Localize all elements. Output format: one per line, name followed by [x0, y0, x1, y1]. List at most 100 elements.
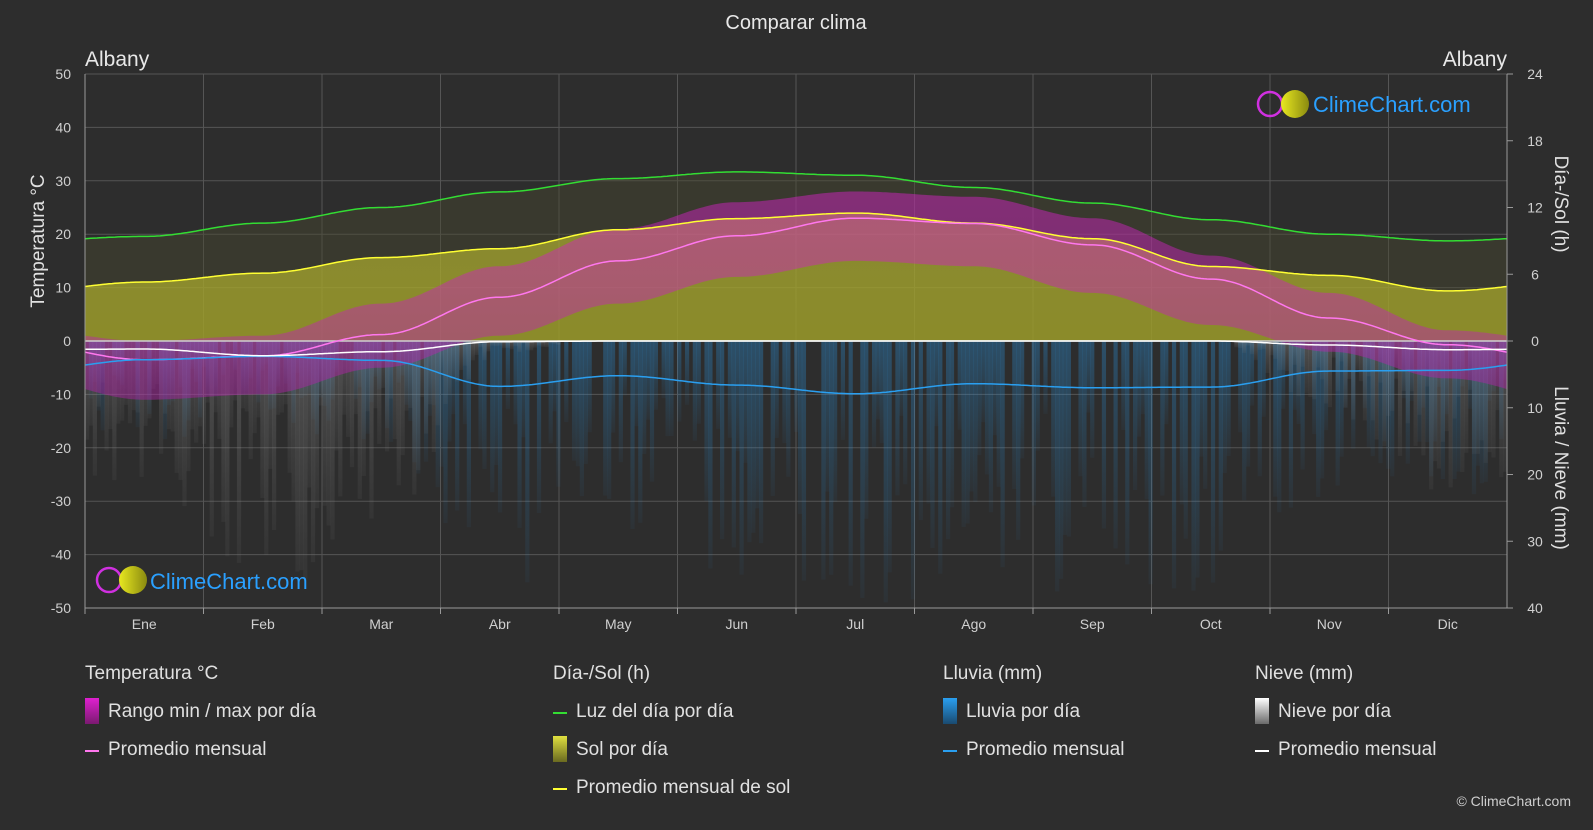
snow-day-bar	[1300, 341, 1305, 367]
snow-day-bar	[1374, 341, 1379, 440]
snow-day-bar	[1308, 341, 1313, 397]
copyright[interactable]: © ClimeChart.com	[1456, 793, 1571, 809]
y-right-bottom-tick-label: 40	[1527, 600, 1543, 616]
rain-day-bar	[1082, 341, 1087, 507]
rain-day-bar	[782, 341, 787, 444]
rain-day-bar	[1051, 341, 1056, 497]
daylight-swatch	[553, 712, 567, 714]
snow-day-bar	[384, 341, 390, 452]
snow-day-bar	[482, 341, 487, 361]
snow-day-bar	[314, 341, 320, 509]
snow-day-bar	[322, 341, 327, 506]
rain-day-bar	[564, 341, 569, 423]
y-right-top-tick-label: 6	[1531, 266, 1539, 282]
rain-day-bar	[1222, 341, 1227, 474]
rain-day-bar	[1273, 341, 1278, 497]
rain-day-bar	[720, 341, 725, 540]
brand-logo-top[interactable]: ClimeChart.com	[1256, 90, 1471, 118]
rain-day-bar	[840, 341, 845, 440]
legend-item-snow-avg: Promedio mensual	[1255, 736, 1436, 774]
rain-day-bar	[661, 341, 666, 399]
snow-day-bar	[1284, 341, 1290, 372]
logo-sun-icon	[119, 566, 147, 594]
rain-day-bar	[961, 341, 966, 527]
y-left-tick-label: -30	[51, 493, 71, 509]
snow-day-bar	[1269, 341, 1274, 356]
rain-day-bar	[1257, 341, 1262, 477]
snow-day-bar	[1358, 341, 1364, 382]
temperature-range-band	[85, 191, 1507, 400]
rain-day-bar	[579, 341, 584, 497]
rain-day-bar	[1425, 341, 1430, 443]
snow-day-bar	[291, 341, 296, 502]
snow-day-bar	[1257, 341, 1262, 351]
rain-day-bar	[1366, 341, 1371, 448]
rain-day-bar	[1199, 341, 1204, 457]
legend-title-temperature: Temperatura °C	[85, 663, 219, 684]
snow-day-bar	[1487, 341, 1492, 453]
legend-item-snow: Nieve por día	[1255, 698, 1436, 736]
snow-avg-swatch	[1255, 750, 1269, 752]
legend-label: Promedio mensual	[1278, 739, 1437, 760]
rain-day-bar	[1055, 341, 1060, 592]
snow-day-bar	[1460, 341, 1465, 473]
snow-day-bar	[1323, 341, 1329, 404]
snow-day-bar	[494, 341, 499, 347]
snow-day-bar	[357, 341, 362, 499]
legend-label: Luz del día por día	[576, 701, 734, 722]
rain-day-bar	[829, 341, 834, 575]
temp-avg-line	[84, 217, 1508, 361]
rain-day-bar	[536, 341, 542, 514]
legend-label: Promedio mensual	[966, 739, 1125, 760]
rain-day-bar	[642, 341, 647, 454]
snow-day-bar	[1316, 341, 1321, 368]
snow-day-bar	[225, 341, 230, 557]
snow-day-bar	[423, 341, 429, 434]
brand-logo-bottom[interactable]: ClimeChart.com	[95, 566, 308, 594]
rain-day-bar	[1288, 341, 1294, 508]
snow-day-bar	[1277, 341, 1282, 371]
snow-day-bar	[490, 341, 495, 346]
rain-day-bar	[556, 341, 561, 487]
snow-day-bar	[1335, 341, 1340, 392]
rain-day-bar	[1378, 341, 1383, 464]
snow-day-bar	[1304, 341, 1309, 393]
snow-day-bar	[268, 341, 273, 469]
rain-day-bar	[692, 341, 697, 441]
snow-day-bar	[478, 341, 483, 348]
rain-day-bar	[957, 341, 962, 430]
y-left-tick-label: 30	[55, 173, 71, 189]
legend-label: Sol por día	[576, 739, 668, 760]
rain-day-bar	[801, 341, 807, 581]
rain-day-bar	[1292, 341, 1297, 410]
snow-day-bar	[264, 341, 269, 556]
rain-day-bar	[977, 341, 982, 456]
rain-day-bar	[1132, 341, 1138, 491]
snow-day-bar	[486, 341, 491, 352]
y-right-bottom-tick-label: 30	[1527, 533, 1543, 549]
rain-day-bar	[938, 341, 943, 574]
snow-day-bar	[1355, 341, 1360, 370]
rain-day-bar	[731, 341, 736, 548]
legend-sun: Día-/Sol (h) Luz del día por día Sol por…	[553, 660, 790, 812]
legend-item-temp-range: Rango min / max por día	[85, 698, 316, 736]
rain-day-bar	[649, 341, 655, 482]
rain-day-bar	[439, 341, 444, 467]
snow-day-bar	[1319, 341, 1325, 380]
snow-day-bar	[295, 341, 300, 572]
rain-day-bar	[871, 341, 877, 448]
snow-day-bar	[1464, 341, 1469, 453]
rain-day-bar	[794, 341, 799, 432]
legend-label: Rango min / max por día	[108, 701, 317, 722]
snow-day-bar	[1503, 341, 1508, 472]
rain-day-bar	[552, 341, 557, 412]
rain-day-bar	[786, 341, 791, 477]
y-left-tick-label: 50	[55, 66, 71, 82]
rain-day-bar	[646, 341, 651, 420]
legend-temperature: Temperatura °C Rango min / max por día P…	[85, 660, 316, 774]
rain-day-bar	[1031, 341, 1036, 506]
rain-day-bar	[1012, 341, 1017, 489]
snow-day-bar	[353, 341, 359, 415]
rain-avg-swatch	[943, 750, 957, 752]
